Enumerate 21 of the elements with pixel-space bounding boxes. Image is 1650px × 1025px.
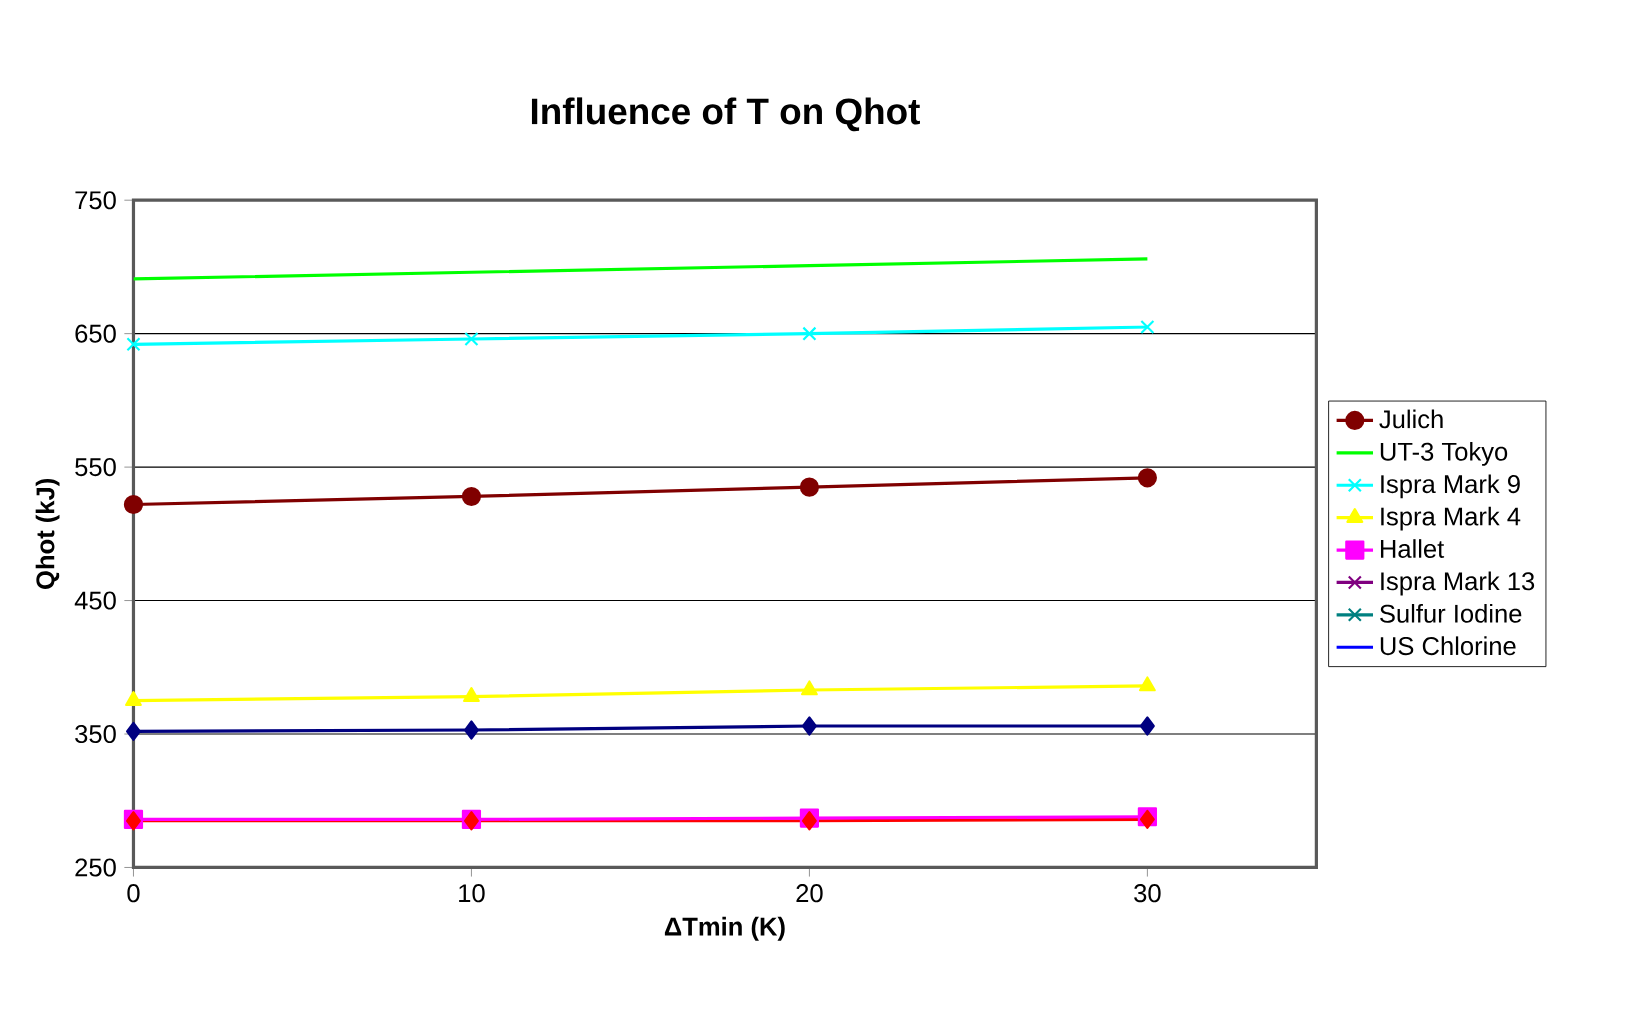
legend-label: Ispra Mark 4 [1381, 506, 1521, 531]
x-tick-label: 10 [459, 884, 485, 903]
x-tick-label: 30 [1134, 884, 1161, 903]
y-tick-label: 450 [74, 591, 116, 610]
y-tick-label: 550 [75, 457, 116, 477]
x-tick-label: 20 [796, 884, 823, 903]
legend-label: Sulfur Iodine [1380, 603, 1522, 623]
x-axis-title: ΔTmin (K) [664, 916, 785, 941]
y-tick-label: 250 [75, 858, 116, 877]
legend-label: Julich [1379, 409, 1443, 429]
y-axis-title: Qhot (kJ) [35, 478, 60, 589]
y-tick-label: 750 [75, 191, 116, 210]
legend-label: UT-3 Tokyo [1380, 441, 1508, 466]
chart-title: Influence of T on Qhot [531, 97, 920, 132]
legend-label: US Chlorine [1380, 636, 1516, 656]
legend-label: Ispra Mark 9 [1381, 474, 1520, 499]
x-tick-label: 0 [127, 884, 140, 903]
legend-label: Ispra Mark 13 [1381, 571, 1535, 596]
legend-label: Hallet [1380, 539, 1445, 558]
y-tick-label: 350 [75, 724, 116, 743]
y-tick-label: 650 [75, 324, 116, 343]
